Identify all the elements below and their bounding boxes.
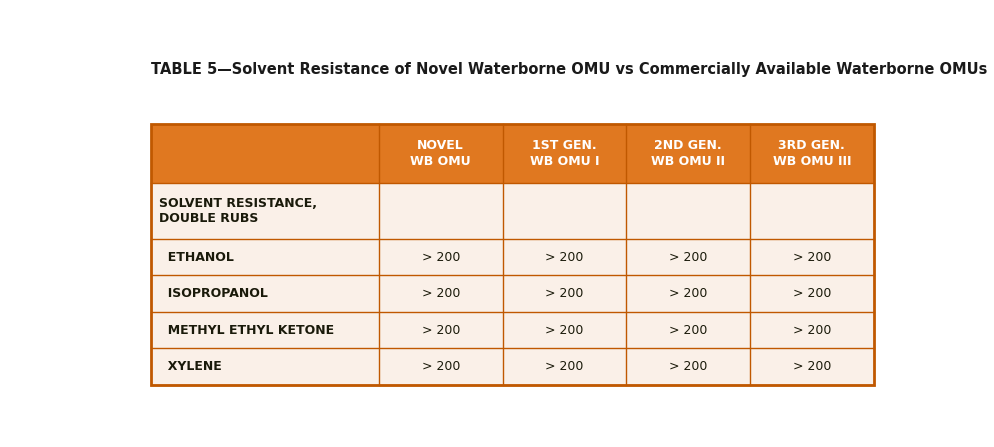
Text: > 200: > 200 <box>421 287 459 300</box>
Bar <box>379 239 502 275</box>
Text: > 200: > 200 <box>792 360 830 373</box>
Bar <box>151 348 379 385</box>
Bar <box>748 183 873 239</box>
Bar <box>502 239 625 275</box>
Text: > 200: > 200 <box>792 251 830 264</box>
Text: 3RD GEN.
WB OMU III: 3RD GEN. WB OMU III <box>771 139 850 168</box>
Text: > 200: > 200 <box>668 251 707 264</box>
Bar <box>625 348 748 385</box>
Text: > 200: > 200 <box>668 324 707 337</box>
Bar <box>625 124 748 183</box>
Text: > 200: > 200 <box>421 360 459 373</box>
Bar <box>625 183 748 239</box>
Bar <box>625 275 748 312</box>
Text: 1ST GEN.
WB OMU I: 1ST GEN. WB OMU I <box>529 139 598 168</box>
Bar <box>502 348 625 385</box>
Text: > 200: > 200 <box>668 287 707 300</box>
Bar <box>625 239 748 275</box>
Bar <box>748 348 873 385</box>
Bar <box>379 348 502 385</box>
Text: TABLE 5—Solvent Resistance of Novel Waterborne OMU vs Commercially Available Wat: TABLE 5—Solvent Resistance of Novel Wate… <box>151 62 987 77</box>
Text: ISOPROPANOL: ISOPROPANOL <box>159 287 267 300</box>
Bar <box>625 312 748 348</box>
Bar <box>502 183 625 239</box>
Bar <box>379 183 502 239</box>
Text: > 200: > 200 <box>668 360 707 373</box>
Text: > 200: > 200 <box>545 287 582 300</box>
Bar <box>748 275 873 312</box>
Bar <box>748 124 873 183</box>
Bar <box>151 239 379 275</box>
Bar <box>502 124 625 183</box>
Text: XYLENE: XYLENE <box>159 360 222 373</box>
Text: ETHANOL: ETHANOL <box>159 251 234 264</box>
Text: > 200: > 200 <box>545 324 582 337</box>
Text: > 200: > 200 <box>792 287 830 300</box>
Text: > 200: > 200 <box>421 324 459 337</box>
Bar <box>379 124 502 183</box>
Bar <box>379 312 502 348</box>
Text: > 200: > 200 <box>792 324 830 337</box>
Bar <box>151 183 379 239</box>
Bar <box>502 275 625 312</box>
Text: > 200: > 200 <box>421 251 459 264</box>
Bar <box>502 312 625 348</box>
Text: NOVEL
WB OMU: NOVEL WB OMU <box>410 139 470 168</box>
Bar <box>151 124 873 385</box>
Bar <box>151 275 379 312</box>
Text: SOLVENT RESISTANCE,
DOUBLE RUBS: SOLVENT RESISTANCE, DOUBLE RUBS <box>159 197 317 225</box>
Bar <box>748 312 873 348</box>
Text: > 200: > 200 <box>545 360 582 373</box>
Bar <box>151 124 379 183</box>
Text: > 200: > 200 <box>545 251 582 264</box>
Bar <box>379 275 502 312</box>
Text: METHYL ETHYL KETONE: METHYL ETHYL KETONE <box>159 324 334 337</box>
Bar <box>748 239 873 275</box>
Text: 2ND GEN.
WB OMU II: 2ND GEN. WB OMU II <box>650 139 724 168</box>
Bar <box>151 312 379 348</box>
